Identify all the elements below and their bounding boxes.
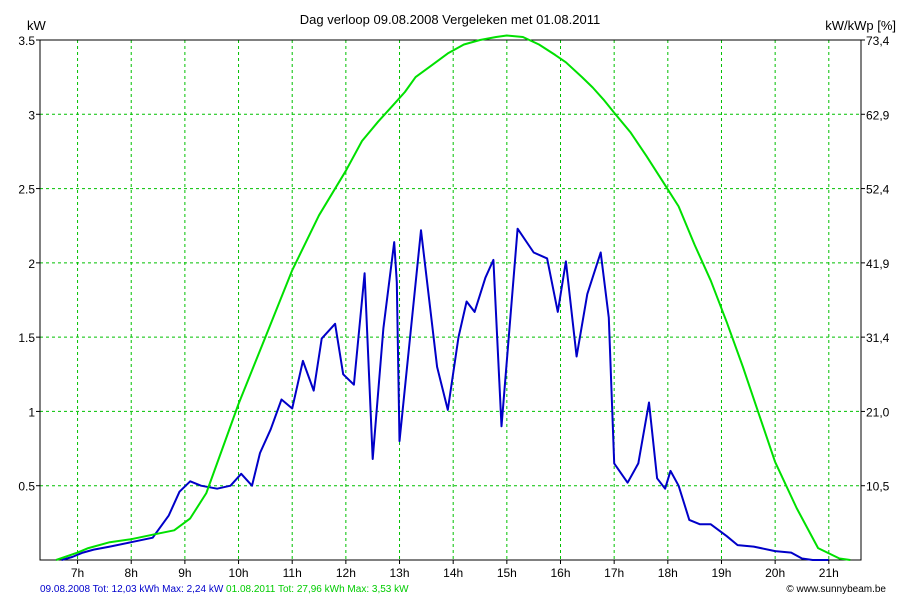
series2-summary: 01.08.2011 Tot: 27,96 kWh Max: 3,53 kW: [226, 584, 409, 595]
x-tick-label: 16h: [550, 566, 570, 580]
y-tick-label-right: 73,4: [866, 34, 890, 48]
y-axis-left-label: kW: [27, 18, 47, 33]
y-tick-label-right: 10,5: [866, 480, 890, 494]
x-tick-label: 18h: [658, 566, 678, 580]
chart-title: Dag verloop 09.08.2008 Vergeleken met 01…: [300, 12, 600, 27]
y-tick-label-left: 1.5: [18, 331, 35, 345]
x-tick-label: 7h: [71, 566, 84, 580]
x-tick-label: 17h: [604, 566, 624, 580]
tick-labels: 7h 8h 9h 10h 11h 12h 13h 14h 15h 16h 17h 18h 19h 20h 2…: [18, 34, 889, 580]
series1-summary: 09.08.2008 Tot: 12,03 kWh Max: 2,24 kW: [40, 584, 224, 595]
x-tick-label: 14h: [443, 566, 463, 580]
footer-summary: 09.08.2008 Tot: 12,03 kWh Max: 2,24 kW 0…: [40, 584, 409, 595]
x-tick-label: 19h: [711, 566, 731, 580]
y-tick-label-right: 21,0: [866, 405, 890, 419]
series-line-1: [61, 227, 829, 561]
x-tick-label: 11h: [283, 566, 302, 580]
x-tick-label: 13h: [390, 566, 410, 580]
x-tick-label: 21h: [819, 566, 839, 580]
y-tick-label-left: 3: [28, 108, 35, 122]
y-tick-label-left: 2.5: [18, 183, 35, 197]
y-tick-label-left: 3.5: [18, 34, 35, 48]
y-axis-right-label: kW/kWp [%]: [825, 18, 896, 33]
x-tick-label: 12h: [336, 566, 356, 580]
x-tick-label: 9h: [178, 566, 191, 580]
plot-frame: [39, 39, 862, 561]
x-tick-label: 10h: [229, 566, 249, 580]
y-tick-label-left: 1: [28, 405, 35, 419]
y-tick-label-left: 2: [28, 257, 35, 271]
copyright: © www.sunnybeam.be: [786, 584, 886, 595]
y-tick-label-right: 52,4: [866, 183, 890, 197]
y-tick-label-left: 0.5: [18, 480, 35, 494]
y-tick-label-right: 31,4: [866, 331, 890, 345]
x-tick-label: 20h: [765, 566, 785, 580]
x-tick-label: 8h: [125, 566, 138, 580]
x-tick-label: 15h: [497, 566, 517, 580]
series-line-2: [55, 34, 851, 561]
y-tick-label-right: 41,9: [866, 257, 890, 271]
series-layer: [55, 34, 851, 561]
y-tick-label-right: 62,9: [866, 108, 890, 122]
grid: [40, 40, 861, 560]
